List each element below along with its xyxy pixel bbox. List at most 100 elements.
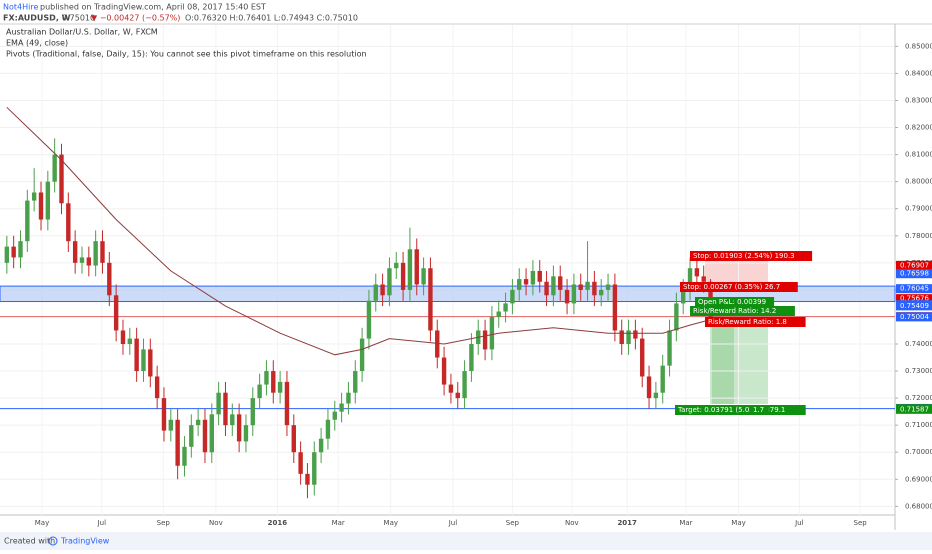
candle-body (387, 268, 392, 296)
x-tick-label: May (35, 519, 49, 527)
annotation: Stop: 0.01903 (2.54%) 190.3 (693, 252, 795, 260)
candle-body (455, 392, 460, 399)
candle-body (250, 398, 255, 426)
annotation-box (680, 282, 798, 292)
price-label-text: 0.76598 (900, 270, 929, 278)
x-tick-label: Mar (332, 519, 345, 527)
candle-body (271, 371, 276, 393)
candle-body (503, 303, 508, 312)
y-tick-label: 0.79000 (905, 205, 932, 213)
candle-body (202, 419, 208, 453)
candle-body (537, 270, 542, 282)
price-label (896, 404, 932, 414)
candle-body (585, 281, 590, 290)
candle-body (66, 203, 71, 242)
candle-body (653, 392, 659, 399)
indicator: EMA (49, close) (6, 39, 68, 48)
x-tick-label: Sep (854, 519, 868, 527)
candle-body (551, 276, 556, 296)
candle-body (496, 311, 501, 317)
candle-body (243, 425, 249, 442)
candle-body (175, 419, 180, 466)
y-tick-label: 0.70000 (905, 448, 932, 456)
candle-body (134, 338, 139, 372)
candle-body (558, 276, 563, 290)
candle-body (305, 473, 310, 485)
candle-body (489, 316, 495, 350)
ema-line (6, 106, 711, 356)
candle-body (394, 262, 399, 269)
price-label (896, 269, 932, 279)
candle-body (400, 262, 406, 290)
candle-body (209, 414, 214, 453)
price-label-text: 0.76907 (900, 261, 929, 269)
candle-body (517, 279, 522, 290)
annotation: Open P&L: 0.00399 (698, 298, 766, 306)
candle-body (161, 398, 167, 431)
candle-body (216, 392, 221, 415)
candle-body (373, 284, 378, 301)
candle-body (11, 246, 16, 258)
candle-body (469, 344, 474, 372)
candle-body (578, 284, 583, 290)
price-label (896, 312, 932, 322)
price-label-text: 0.75409 (900, 302, 929, 310)
candle-body (694, 268, 700, 277)
footer-created: Created with (4, 537, 55, 546)
indicator: Pivots (Traditional, false, Daily, 15): … (6, 50, 367, 59)
y-tick-label: 0.72000 (905, 394, 932, 402)
candle-body (599, 289, 604, 296)
annotation-box (750, 405, 769, 415)
y-tick-label: 0.78000 (905, 232, 932, 240)
candle-body (366, 300, 372, 339)
candle-body (79, 257, 85, 263)
candle-body (277, 381, 283, 393)
author[interactable]: Not4Hire (3, 3, 38, 12)
candle-body (264, 371, 269, 385)
candle-body (626, 330, 631, 345)
published: published on TradingView.com, April 08, … (40, 3, 266, 12)
candle-body (353, 371, 358, 393)
candle-body (441, 357, 447, 385)
candle-body (45, 181, 51, 220)
candle-body (701, 276, 706, 282)
chart-title: Australian Dollar/U.S. Dollar, W, FXCM (6, 28, 158, 37)
candle-body (687, 268, 693, 290)
x-tick-label: Mar (679, 519, 692, 527)
x-tick-label: 2016 (268, 519, 288, 527)
candle-body (428, 268, 433, 331)
zone (0, 285, 896, 303)
candle-body (339, 403, 344, 412)
footer-brand[interactable]: TradingView (60, 537, 110, 546)
candle-body (325, 419, 331, 439)
candle-body (592, 281, 597, 296)
candle-body (667, 330, 672, 366)
annotation-box (695, 297, 775, 307)
candle-body (182, 446, 187, 466)
x-tick-label: Jul (794, 519, 804, 527)
candle-body (52, 154, 57, 182)
x-tick-label: Jul (448, 519, 458, 527)
candle-body (407, 249, 413, 290)
candle-body (148, 349, 153, 377)
candle-body (530, 270, 536, 285)
y-tick-label: 0.85000 (905, 42, 932, 50)
candle-body (189, 425, 194, 447)
candle-body (571, 284, 577, 304)
annotation: Risk/Reward Ratio: 14.2 (693, 307, 776, 315)
candle-body (120, 330, 126, 345)
x-tick-label: Nov (565, 519, 579, 527)
logo (48, 536, 58, 546)
candle-body (18, 241, 23, 258)
candle-body (25, 200, 30, 242)
x-tick-label: Sep (506, 519, 520, 527)
annotation-box (690, 251, 813, 261)
candle-body (195, 419, 201, 426)
candle-body (127, 338, 133, 345)
annotation-box (675, 405, 806, 415)
ohlc: O:0.76320 H:0.76401 L:0.74943 C:0.75010 (185, 14, 358, 23)
candle-body (236, 414, 242, 442)
x-tick-label: 2017 (617, 519, 637, 527)
y-tick-label: 0.73000 (905, 367, 932, 375)
